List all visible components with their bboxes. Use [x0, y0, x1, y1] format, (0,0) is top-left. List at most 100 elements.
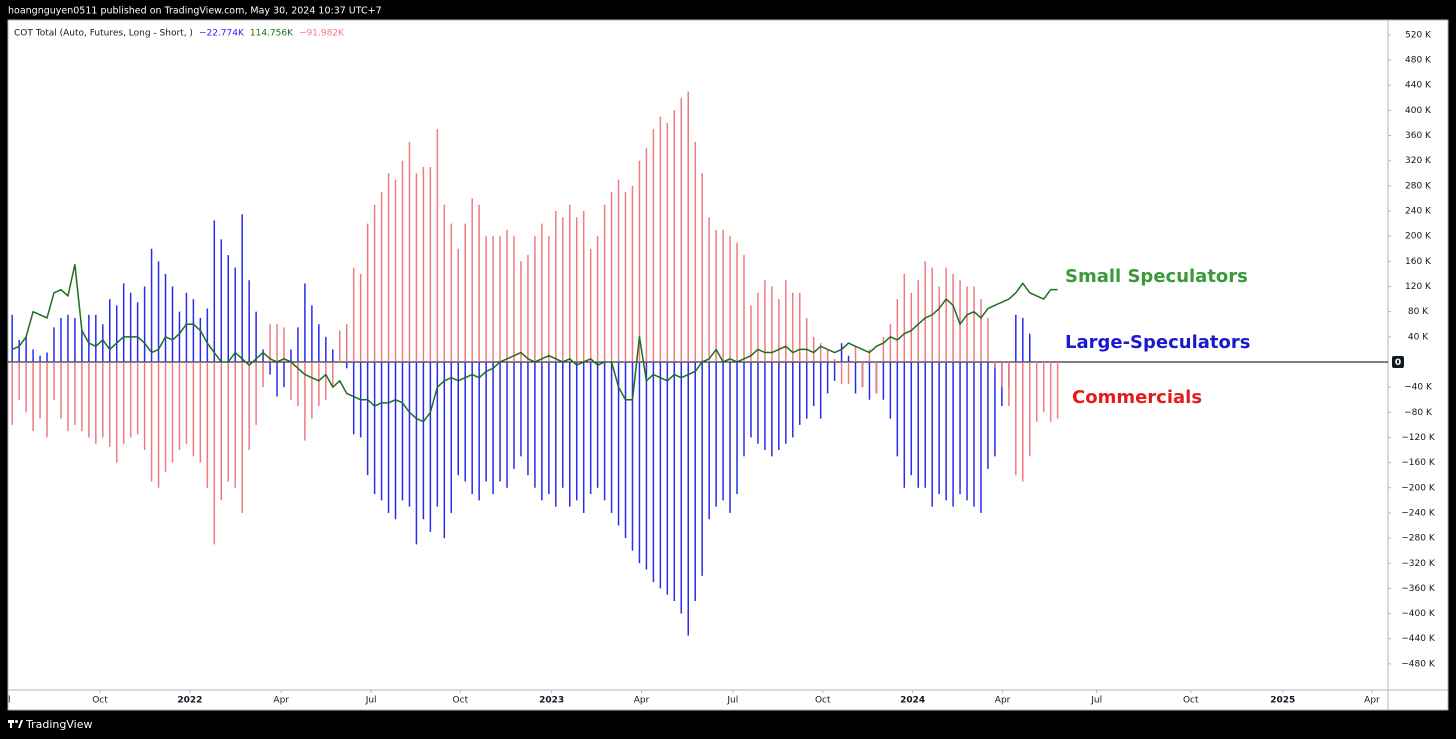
bar [799, 361, 801, 425]
bar [32, 361, 34, 432]
bar [136, 302, 139, 362]
x-tick-label: Apr [634, 696, 650, 706]
x-tick-label: 2022 [177, 696, 202, 706]
bar [513, 361, 515, 469]
bar [192, 299, 195, 362]
bar [157, 361, 160, 488]
x-tick-label: 2024 [900, 696, 925, 706]
bar [255, 361, 257, 425]
bar [994, 361, 996, 369]
bar [610, 192, 613, 362]
bar [311, 361, 313, 419]
bar [701, 173, 703, 362]
bar [833, 358, 836, 362]
bar [325, 336, 327, 362]
bar [394, 361, 397, 520]
bar [394, 179, 397, 362]
y-tick-label: −80 K [1404, 408, 1433, 418]
bar [861, 361, 864, 388]
bar [276, 361, 278, 397]
bar [297, 361, 299, 407]
bar [213, 361, 216, 545]
y-tick-label: 200 K [1405, 232, 1432, 242]
bar [994, 361, 996, 457]
bar [1042, 361, 1045, 413]
bar [680, 97, 683, 362]
bar [847, 355, 850, 362]
bar [220, 239, 223, 362]
bar [715, 229, 717, 362]
bar [973, 361, 975, 507]
bar [464, 361, 466, 482]
x-tick-label: Apr [995, 696, 1011, 706]
bar [269, 361, 271, 375]
bar [980, 299, 982, 362]
bar [778, 299, 780, 362]
bar [631, 361, 634, 551]
bar [157, 261, 160, 362]
y-tick-label: 160 K [1405, 257, 1432, 267]
bar [617, 361, 620, 526]
bar [234, 267, 236, 362]
bar [973, 286, 975, 362]
bar [938, 361, 940, 495]
bar [750, 361, 752, 438]
bar [436, 361, 439, 507]
bar [569, 361, 571, 507]
bar [1001, 361, 1003, 388]
bar [624, 192, 627, 362]
bar [415, 361, 418, 545]
bar [164, 361, 167, 473]
bar [429, 166, 432, 362]
bar [429, 361, 432, 532]
bar [366, 361, 369, 476]
bar [847, 361, 850, 384]
bar [924, 361, 926, 488]
bar [380, 361, 383, 501]
x-tick-label: l [8, 696, 11, 706]
bar [575, 361, 578, 501]
bar [339, 330, 341, 362]
y-tick-label: −320 K [1401, 559, 1436, 569]
bar [95, 314, 97, 362]
bar [18, 339, 20, 362]
series-label: Commercials [1072, 387, 1202, 408]
bar [638, 160, 641, 362]
bar [269, 324, 271, 362]
bar [917, 361, 919, 488]
y-tick-label: 80 K [1408, 307, 1429, 317]
bar [171, 361, 174, 463]
brand-logo [8, 720, 23, 728]
bar [471, 361, 473, 495]
bar [875, 361, 878, 394]
bar [192, 361, 195, 457]
bar [60, 317, 62, 362]
bar [715, 361, 717, 507]
bar [171, 286, 174, 362]
bar [318, 324, 320, 362]
bar [987, 317, 989, 362]
y-tick-label: −360 K [1401, 584, 1436, 594]
bar [248, 361, 250, 451]
bar [666, 122, 669, 362]
bar [241, 361, 243, 513]
bar [276, 324, 278, 362]
bar [332, 349, 334, 362]
bar [304, 361, 306, 441]
bar [819, 361, 822, 419]
bar [903, 273, 906, 362]
bar [603, 204, 606, 362]
bar [297, 327, 299, 362]
y-tick-label: −200 K [1401, 483, 1436, 493]
bar [792, 361, 794, 438]
bar [805, 361, 808, 419]
bar [150, 361, 153, 482]
bar [102, 361, 104, 438]
bar [290, 349, 292, 362]
bar [115, 361, 118, 463]
bar [102, 324, 104, 362]
bar [534, 361, 536, 488]
bar [11, 361, 13, 425]
bar [492, 361, 494, 495]
bar [352, 267, 355, 362]
